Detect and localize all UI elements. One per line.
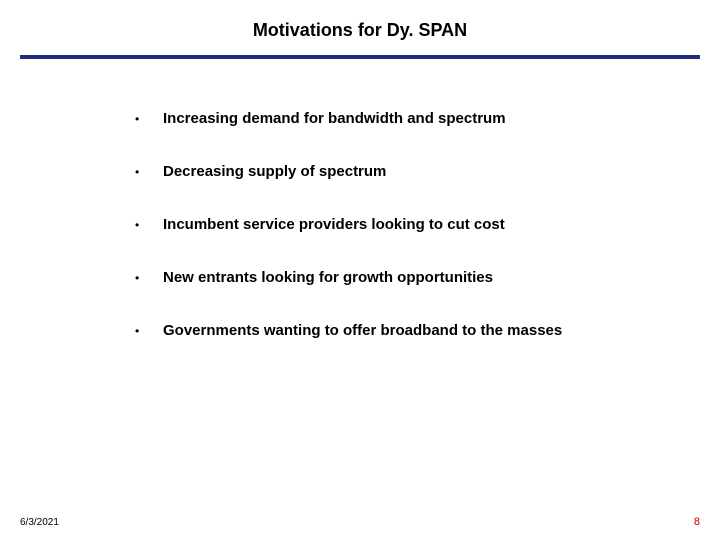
list-item: • Increasing demand for bandwidth and sp…	[135, 109, 660, 129]
content-area: • Increasing demand for bandwidth and sp…	[0, 59, 720, 341]
list-item: • Decreasing supply of spectrum	[135, 162, 660, 182]
bullet-icon: •	[135, 109, 163, 129]
bullet-text: Increasing demand for bandwidth and spec…	[163, 109, 506, 129]
bullet-icon: •	[135, 215, 163, 235]
list-item: • Incumbent service providers looking to…	[135, 215, 660, 235]
bullet-text: Governments wanting to offer broadband t…	[163, 321, 562, 341]
bullet-icon: •	[135, 162, 163, 182]
slide-title: Motivations for Dy. SPAN	[0, 20, 720, 41]
bullet-text: New entrants looking for growth opportun…	[163, 268, 493, 288]
footer-date: 6/3/2021	[20, 517, 59, 528]
page-number: 8	[694, 516, 700, 528]
list-item: • New entrants looking for growth opport…	[135, 268, 660, 288]
bullet-icon: •	[135, 268, 163, 288]
bullet-icon: •	[135, 321, 163, 341]
list-item: • Governments wanting to offer broadband…	[135, 321, 660, 341]
title-area: Motivations for Dy. SPAN	[0, 0, 720, 41]
bullet-text: Incumbent service providers looking to c…	[163, 215, 505, 235]
bullet-text: Decreasing supply of spectrum	[163, 162, 386, 182]
